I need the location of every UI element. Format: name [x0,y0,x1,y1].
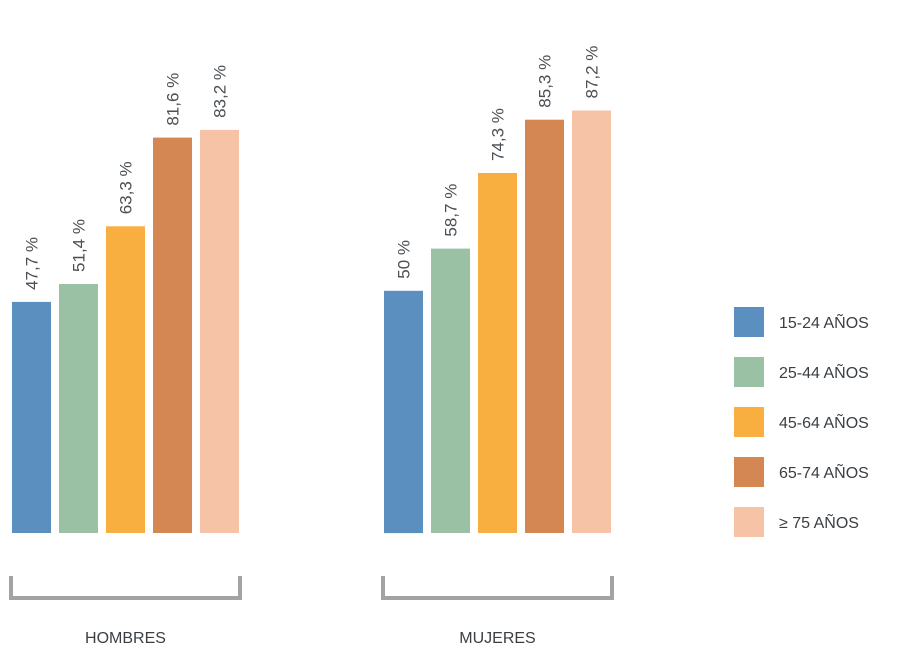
value-label-hombres-series-3: 63,3 % [117,161,136,214]
bar-mujeres-series-3 [478,173,517,533]
value-label-hombres-series-2: 51,4 % [70,219,89,272]
group-brackets-layer [9,576,614,600]
value-label-mujeres-series-3: 74,3 % [489,108,508,161]
legend-swatch-2 [734,357,764,387]
legend-label-5: ≥ 75 AÑOS [779,512,859,532]
legend-label-1: 15-24 AÑOS [779,312,869,332]
bar-hombres-series-5 [200,129,239,533]
bar-hombres-series-3 [106,226,145,534]
group-labels-layer: HOMBRES MUJERES [85,630,536,647]
bar-hombres-series-1 [12,301,51,533]
bar-hombres-series-4 [153,137,192,533]
value-label-mujeres-series-1: 50 % [395,240,414,279]
group-label-mujeres: MUJERES [459,630,535,647]
legend-label-2: 25-44 AÑOS [779,362,869,382]
group-label-hombres: HOMBRES [85,630,166,647]
bars-layer [12,110,611,534]
bar-mujeres-series-4 [525,119,564,533]
legend-label-4: 65-74 AÑOS [779,462,869,482]
value-label-hombres-series-4: 81,6 % [164,73,183,126]
bar-mujeres-series-5 [572,110,611,533]
value-labels-layer: 47,7 % 51,4 % 63,3 % 81,6 % 83,2 % 50 % 58,7 %… [23,46,602,290]
legend-swatch-5 [734,507,764,537]
bracket-mujeres [381,576,614,600]
value-label-mujeres-series-2: 58,7 % [442,184,461,237]
legend-swatch-4 [734,457,764,487]
bar-hombres-series-2 [59,284,98,533]
bar-mujeres-series-2 [431,248,470,533]
legend-swatch-1 [734,307,764,337]
legend-label-3: 45-64 AÑOS [779,412,869,432]
legend-swatch-3 [734,407,764,437]
value-label-hombres-series-1: 47,7 % [23,237,42,290]
bar-mujeres-series-1 [384,290,423,534]
legend: 15-24 AÑOS 25-44 AÑOS 45-64 AÑOS 65-74 AÑOS… [734,307,869,537]
bracket-hombres [9,576,242,600]
value-label-mujeres-series-4: 85,3 % [536,55,555,108]
value-label-hombres-series-5: 83,2 % [211,65,230,118]
value-label-mujeres-series-5: 87,2 % [583,46,602,99]
